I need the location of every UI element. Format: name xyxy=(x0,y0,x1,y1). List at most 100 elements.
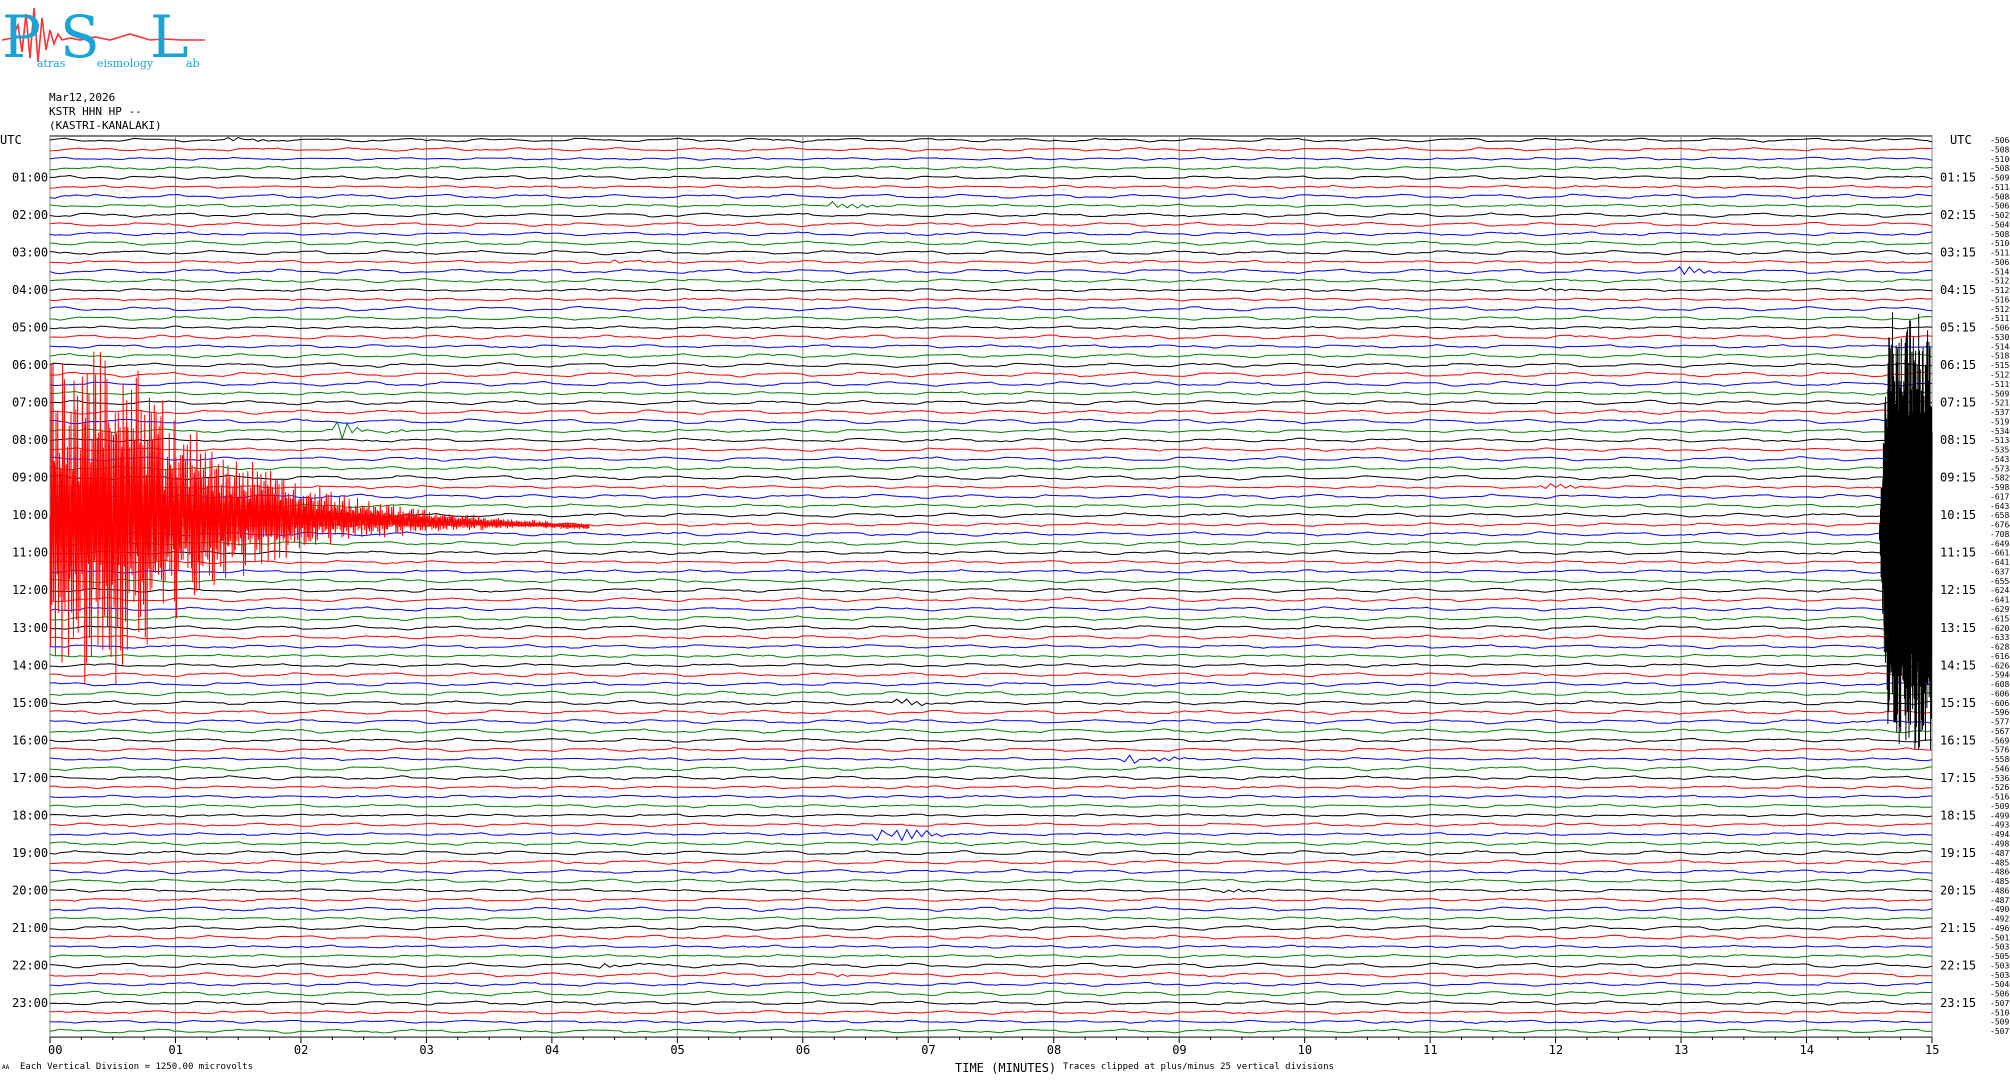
plot-frame xyxy=(49,135,1933,1038)
row-offset-value: -6495 xyxy=(1990,539,2010,548)
logo-word-2: eismology xyxy=(97,57,154,70)
row-offset-value: -4937 xyxy=(1990,821,2010,830)
trace-row xyxy=(49,728,1933,734)
row-offset-value: -5469 xyxy=(1990,764,2010,773)
x-axis-title: TIME (MINUTES) xyxy=(955,1061,1057,1075)
trace-row xyxy=(49,634,1933,640)
trace-row xyxy=(49,418,1933,425)
footer-vertical-division-note: Each Vertical Division = 1250.00 microvo… xyxy=(20,1062,253,1072)
x-tick-label: 10 xyxy=(1298,1043,1312,1057)
row-offset-value: -5128 xyxy=(1990,286,2010,295)
row-offset-value: -4862 xyxy=(1990,886,2010,895)
trace-row xyxy=(49,1019,1933,1025)
row-offset-value: -5776 xyxy=(1990,718,2010,727)
row-offset-value: -5114 xyxy=(1990,183,2010,192)
row-offset-value: -4969 xyxy=(1990,924,2010,933)
hour-label-left: 23:00 xyxy=(12,996,48,1010)
trace-row xyxy=(49,437,1933,443)
hour-label-right: 08:15 xyxy=(1940,433,1976,447)
trace-row xyxy=(49,859,1933,865)
row-offset-value: -5352 xyxy=(1990,446,2010,455)
hour-label-right: 21:15 xyxy=(1940,921,1976,935)
row-offset-value: -5192 xyxy=(1990,417,2010,426)
row-offset-value: -6157 xyxy=(1990,614,2010,623)
hour-label-left: 07:00 xyxy=(12,396,48,410)
x-tick-label: 04 xyxy=(545,1043,559,1057)
trace-row xyxy=(49,587,1933,594)
hour-label-left: 11:00 xyxy=(12,546,48,560)
x-tick-label: 15 xyxy=(1925,1043,1939,1057)
row-offset-value: -5983 xyxy=(1990,483,2010,492)
trace-row xyxy=(49,156,1933,161)
trace-row xyxy=(49,878,1933,884)
row-offset-value: -6297 xyxy=(1990,605,2010,614)
trace-row xyxy=(49,794,1933,799)
trace-row xyxy=(49,399,1933,406)
psl-logo: P S L atras eismology ab xyxy=(0,0,210,72)
trace-row xyxy=(49,240,1933,246)
x-tick-label: 09 xyxy=(1172,1043,1186,1057)
trace-row xyxy=(49,644,1933,650)
traces xyxy=(49,136,1933,1034)
trace-row xyxy=(49,990,1933,997)
trace-row xyxy=(49,212,1933,218)
trace-row xyxy=(49,193,1933,199)
trace-row xyxy=(49,305,1933,312)
hour-label-right: 03:15 xyxy=(1940,246,1976,260)
row-offset-value: -5065 xyxy=(1990,202,2010,211)
trace-row xyxy=(49,540,1933,546)
x-tick-label: 05 xyxy=(670,1043,684,1057)
row-offset-value: -6437 xyxy=(1990,502,2010,511)
row-offset-value: -5030 xyxy=(1990,961,2010,970)
trace-row xyxy=(49,578,1933,584)
hour-label-left: 13:00 xyxy=(12,621,48,635)
trace-row xyxy=(49,747,1933,753)
hour-label-right: 04:15 xyxy=(1940,283,1976,297)
row-offset-value: -6086 xyxy=(1990,680,2010,689)
trace-row xyxy=(49,934,1933,940)
row-offset-value: -5164 xyxy=(1990,295,2010,304)
trace-row xyxy=(49,925,1933,931)
row-offset-value: -5435 xyxy=(1990,455,2010,464)
row-offset-value: -7083 xyxy=(1990,530,2010,539)
row-offset-value: -5373 xyxy=(1990,408,2010,417)
hour-label-left: 17:00 xyxy=(12,771,48,785)
row-offset-value: -5163 xyxy=(1990,793,2010,802)
header-station: KSTR HHN HP -- xyxy=(49,105,142,118)
row-offset-value: -5960 xyxy=(1990,708,2010,717)
trace-row xyxy=(49,962,1933,969)
trace-row xyxy=(49,897,1933,903)
row-offset-value: -5027 xyxy=(1990,211,2010,220)
hour-label-right: 02:15 xyxy=(1940,208,1976,222)
hour-label-right: 23:15 xyxy=(1940,996,1976,1010)
logo-letter-l: L xyxy=(150,3,189,71)
trace-row xyxy=(49,221,1933,228)
trace-row xyxy=(49,681,1933,687)
row-offset-value: -6371 xyxy=(1990,567,2010,576)
trace-row xyxy=(49,278,1933,284)
trace-row xyxy=(50,174,1933,181)
row-offset-value: -5122 xyxy=(1990,371,2010,380)
row-offset-value: -5148 xyxy=(1990,342,2010,351)
hour-label-right: 07:15 xyxy=(1940,396,1976,410)
x-tick-label: 08 xyxy=(1047,1043,1061,1057)
logo-letter-p: P xyxy=(2,3,42,71)
trace-row xyxy=(49,662,1933,668)
trace-row xyxy=(49,371,1933,378)
trace-row xyxy=(49,698,1933,707)
hour-label-right: 06:15 xyxy=(1940,358,1976,372)
hour-label-right: 05:15 xyxy=(1940,321,1976,335)
trace-row xyxy=(49,380,1933,387)
trace-row xyxy=(49,474,1933,481)
hour-label-left: 16:00 xyxy=(12,733,48,747)
row-offset-value: -4923 xyxy=(1990,915,2010,924)
earthquake-waveform-black xyxy=(1878,312,1933,750)
hour-label-right: 10:15 xyxy=(1940,508,1976,522)
hour-label-left: 01:00 xyxy=(12,171,48,185)
header-date: Mar12,2026 xyxy=(49,91,116,104)
hour-label-left: 15:00 xyxy=(12,696,48,710)
trace-row xyxy=(49,1010,1932,1015)
row-offset-value: -5112 xyxy=(1990,249,2010,258)
trace-row xyxy=(49,266,1933,276)
trace-row xyxy=(49,231,1933,237)
